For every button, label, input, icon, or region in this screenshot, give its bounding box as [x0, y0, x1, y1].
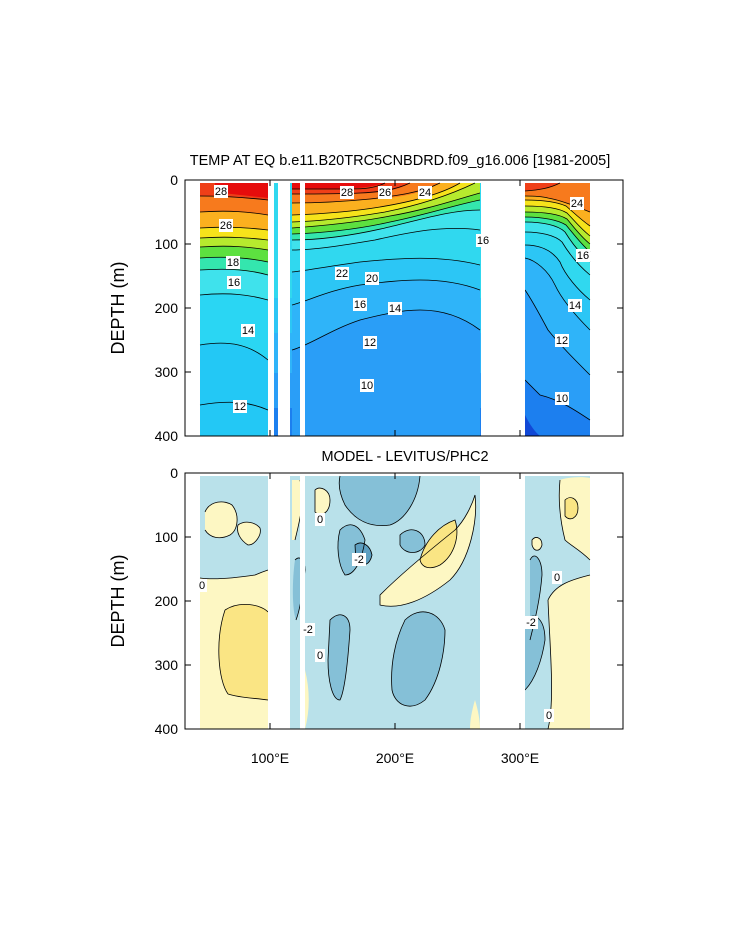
contour-label: -2: [301, 623, 315, 636]
contour-label: 12: [555, 334, 569, 347]
contour-label: 28: [214, 185, 228, 198]
contour-label: 0: [197, 579, 207, 592]
svg-text:14: 14: [389, 303, 401, 315]
contour-label: 26: [378, 186, 392, 199]
contour-label: 16: [227, 276, 241, 289]
svg-text:16: 16: [477, 235, 489, 247]
svg-text:0: 0: [546, 710, 552, 722]
contour-label: 12: [233, 400, 247, 413]
difference-panel: MODEL - LEVITUS/PHC2: [108, 449, 624, 766]
svg-text:14: 14: [569, 300, 581, 312]
y-tick-label: 0: [170, 172, 178, 188]
y-tick-label: 300: [155, 657, 179, 673]
svg-text:24: 24: [571, 198, 583, 210]
temperature-y-tick-labels: 0 100 200 300 400: [155, 172, 179, 444]
svg-text:14: 14: [242, 325, 254, 337]
x-tick-labels: 100°E 200°E 300°E: [251, 750, 539, 766]
y-tick-label: 0: [170, 465, 178, 481]
contour-label: 22: [335, 267, 349, 280]
difference-contour-labels: 0 0 -2 -2 0 0 -2 0: [197, 513, 562, 722]
svg-text:-2: -2: [354, 554, 364, 566]
svg-text:28: 28: [341, 187, 353, 199]
svg-text:12: 12: [364, 337, 376, 349]
svg-text:12: 12: [234, 401, 246, 413]
svg-text:28: 28: [215, 186, 227, 198]
temperature-panel: TEMP AT EQ b.e11.B20TRC5CNBDRD.f09_g16.0…: [108, 153, 624, 444]
contour-label: -2: [524, 616, 538, 629]
contour-label: 14: [388, 302, 402, 315]
contour-label: 10: [555, 392, 569, 405]
contour-label: 10: [360, 379, 374, 392]
contour-label: 16: [353, 298, 367, 311]
contour-label: 0: [552, 571, 562, 584]
contour-label: 20: [365, 272, 379, 285]
contour-label: 18: [226, 256, 240, 269]
difference-field: [199, 475, 591, 729]
contour-label: 16: [576, 249, 590, 262]
difference-y-axis-label: DEPTH (m): [108, 555, 128, 648]
svg-text:10: 10: [361, 380, 373, 392]
svg-text:26: 26: [379, 187, 391, 199]
y-tick-label: 400: [155, 721, 179, 737]
svg-text:16: 16: [577, 250, 589, 262]
difference-y-tick-labels: 0 100 200 300 400: [155, 465, 179, 737]
y-tick-label: 100: [155, 236, 179, 252]
contour-label: 28: [340, 186, 354, 199]
contour-label: 14: [241, 324, 255, 337]
y-tick-label: 200: [155, 300, 179, 316]
contour-label: 12: [363, 336, 377, 349]
svg-text:10: 10: [556, 393, 568, 405]
land-mask-bottom: [268, 475, 525, 729]
contour-label: 24: [418, 186, 432, 199]
temperature-ticks: [185, 179, 623, 437]
temperature-title: TEMP AT EQ b.e11.B20TRC5CNBDRD.f09_g16.0…: [190, 153, 610, 169]
svg-text:26: 26: [220, 220, 232, 232]
svg-text:0: 0: [317, 514, 323, 526]
y-tick-label: 100: [155, 529, 179, 545]
contour-label: 24: [570, 197, 584, 210]
x-tick-label: 100°E: [251, 750, 289, 766]
x-tick-label: 200°E: [376, 750, 414, 766]
svg-text:0: 0: [317, 650, 323, 662]
svg-text:-2: -2: [526, 617, 536, 629]
contour-label: 0: [544, 709, 554, 722]
svg-text:0: 0: [554, 572, 560, 584]
svg-text:0: 0: [199, 580, 205, 592]
svg-text:24: 24: [419, 187, 431, 199]
temperature-y-axis-label: DEPTH (m): [108, 262, 128, 355]
land-mask-top: [268, 182, 525, 436]
svg-text:12: 12: [556, 335, 568, 347]
y-tick-label: 300: [155, 364, 179, 380]
svg-text:22: 22: [336, 268, 348, 280]
contour-label: 0: [315, 513, 325, 526]
contour-label: 16: [476, 234, 490, 247]
contour-label: 26: [219, 219, 233, 232]
contour-label: -2: [352, 553, 366, 566]
svg-text:-2: -2: [303, 624, 313, 636]
x-tick-label: 300°E: [501, 750, 539, 766]
y-tick-label: 200: [155, 593, 179, 609]
temperature-contour-labels: 28 26 18 16 14 12 28 26 24 22 20 16 14 1…: [214, 185, 590, 413]
svg-text:20: 20: [366, 273, 378, 285]
contour-label: 14: [568, 299, 582, 312]
svg-text:16: 16: [354, 299, 366, 311]
difference-title: MODEL - LEVITUS/PHC2: [321, 449, 488, 465]
contour-label: 0: [315, 649, 325, 662]
svg-text:16: 16: [228, 277, 240, 289]
svg-text:18: 18: [227, 257, 239, 269]
difference-ticks: [185, 472, 623, 730]
y-tick-label: 400: [155, 428, 179, 444]
